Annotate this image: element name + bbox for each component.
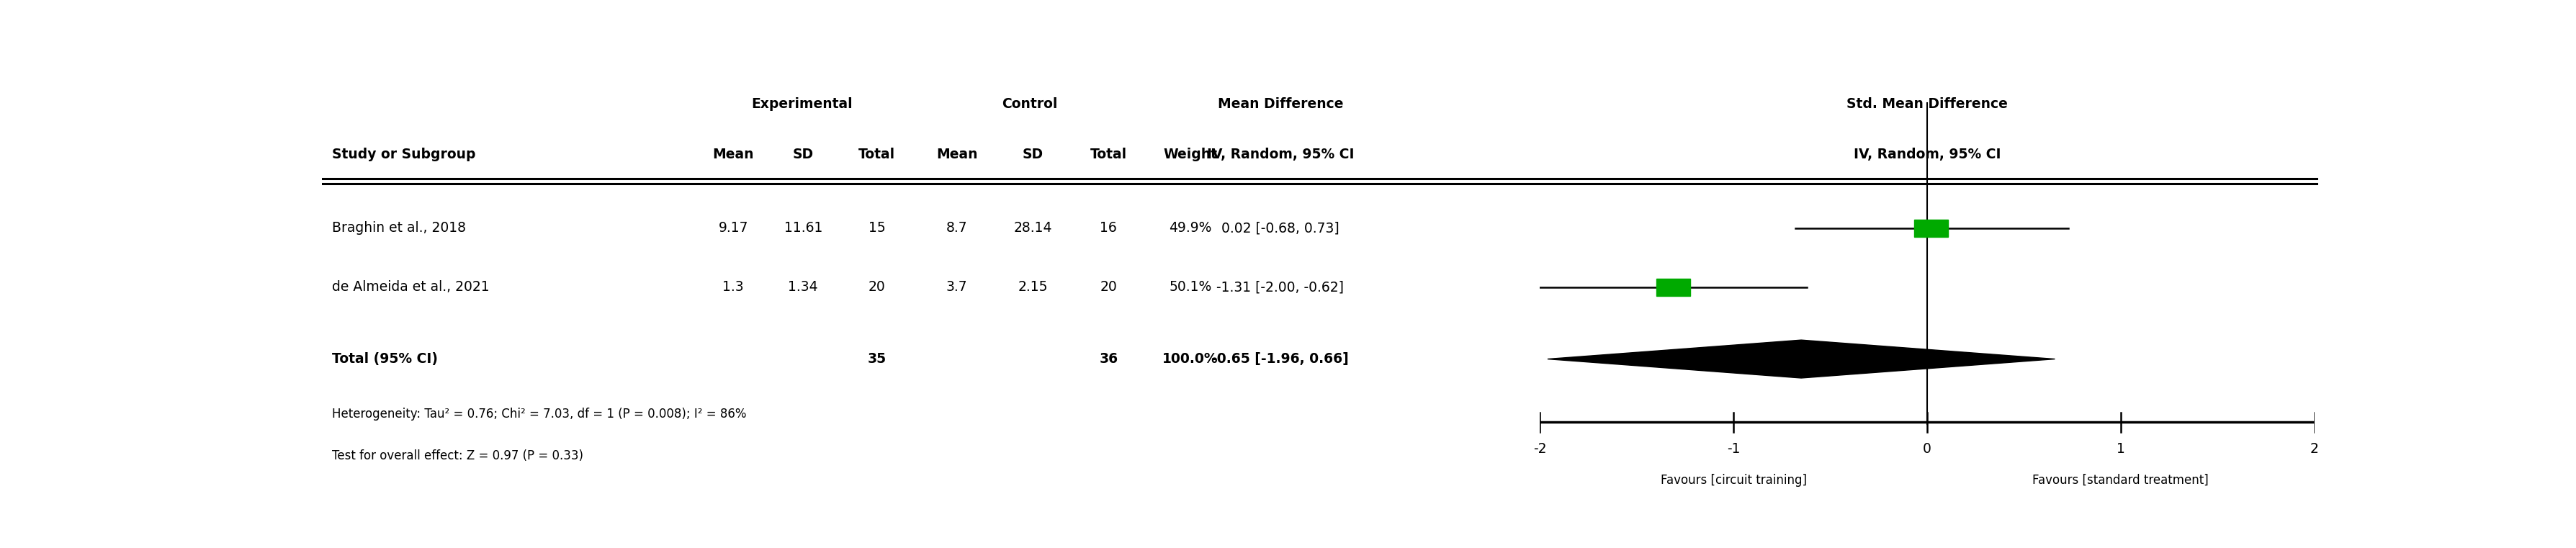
Text: 15: 15	[868, 221, 886, 235]
Text: 49.9%: 49.9%	[1170, 221, 1211, 235]
Text: 0.02 [-0.68, 0.73]: 0.02 [-0.68, 0.73]	[1221, 221, 1340, 235]
Text: 50.1%: 50.1%	[1170, 281, 1211, 294]
Text: 20: 20	[1100, 281, 1118, 294]
Text: -0.65 [-1.96, 0.66]: -0.65 [-1.96, 0.66]	[1211, 352, 1350, 366]
Text: SD: SD	[1023, 147, 1043, 161]
Text: 100.0%: 100.0%	[1162, 352, 1218, 366]
Text: 2.15: 2.15	[1018, 281, 1048, 294]
Text: 16: 16	[1100, 221, 1118, 235]
Text: 1.34: 1.34	[788, 281, 819, 294]
Text: 1.3: 1.3	[724, 281, 744, 294]
Text: Total: Total	[1090, 147, 1126, 161]
Text: 35: 35	[868, 352, 886, 366]
Text: 9.17: 9.17	[719, 221, 747, 235]
Text: Mean Difference: Mean Difference	[1218, 97, 1342, 111]
Text: 20: 20	[868, 281, 886, 294]
Text: de Almeida et al., 2021: de Almeida et al., 2021	[332, 281, 489, 294]
Text: 3.7: 3.7	[945, 281, 969, 294]
Text: 8.7: 8.7	[945, 221, 969, 235]
Text: Experimental: Experimental	[752, 97, 853, 111]
Text: Weight: Weight	[1164, 147, 1218, 161]
Text: SD: SD	[793, 147, 814, 161]
Text: Study or Subgroup: Study or Subgroup	[332, 147, 477, 161]
Text: -1.31 [-2.00, -0.62]: -1.31 [-2.00, -0.62]	[1216, 281, 1345, 294]
Text: Total: Total	[858, 147, 896, 161]
Text: Test for overall effect: Z = 0.97 (P = 0.33): Test for overall effect: Z = 0.97 (P = 0…	[332, 449, 582, 463]
Text: Control: Control	[1002, 97, 1059, 111]
Text: Std. Mean Difference: Std. Mean Difference	[1847, 97, 2007, 111]
Text: Total (95% CI): Total (95% CI)	[332, 352, 438, 366]
Text: Heterogeneity: Tau² = 0.76; Chi² = 7.03, df = 1 (P = 0.008); I² = 86%: Heterogeneity: Tau² = 0.76; Chi² = 7.03,…	[332, 407, 747, 420]
Text: Braghin et al., 2018: Braghin et al., 2018	[332, 221, 466, 235]
Text: IV, Random, 95% CI: IV, Random, 95% CI	[1206, 147, 1355, 161]
Text: Mean: Mean	[935, 147, 976, 161]
Text: IV, Random, 95% CI: IV, Random, 95% CI	[1855, 147, 2002, 161]
Text: 11.61: 11.61	[783, 221, 822, 235]
Text: 36: 36	[1100, 352, 1118, 366]
Text: 28.14: 28.14	[1012, 221, 1051, 235]
Text: Mean: Mean	[714, 147, 755, 161]
